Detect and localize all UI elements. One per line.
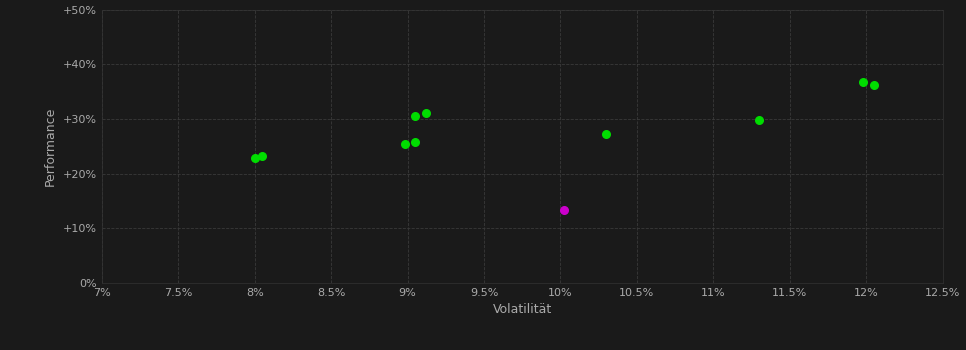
Point bbox=[408, 113, 423, 119]
Point bbox=[418, 111, 434, 116]
Point bbox=[397, 141, 412, 147]
Point bbox=[408, 140, 423, 145]
Point bbox=[247, 155, 263, 161]
Point bbox=[255, 153, 270, 159]
Y-axis label: Performance: Performance bbox=[44, 107, 57, 186]
Point bbox=[856, 79, 871, 85]
X-axis label: Volatilität: Volatilität bbox=[493, 303, 552, 316]
Point bbox=[555, 208, 571, 213]
Point bbox=[752, 117, 767, 123]
Point bbox=[867, 82, 882, 88]
Point bbox=[599, 132, 614, 137]
